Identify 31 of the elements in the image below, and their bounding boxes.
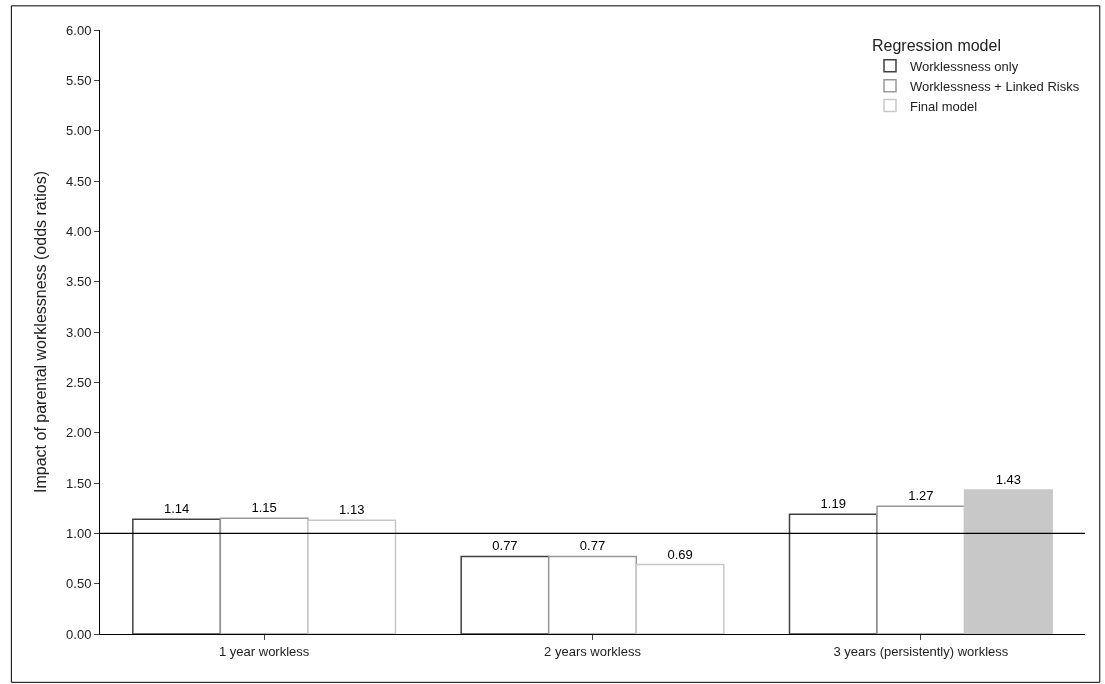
x-tick-label: 1 year workless: [219, 643, 310, 659]
y-tick-label: 4.00: [66, 223, 92, 239]
legend-title: Regression model: [872, 36, 1001, 54]
data-label: 1.27: [908, 488, 934, 504]
data-label: 1.14: [163, 501, 190, 517]
y-tick-label: 0.50: [66, 576, 92, 592]
y-tick-label: 4.50: [66, 173, 92, 189]
y-tick-label: 5.50: [66, 72, 92, 88]
y-tick-label: 3.00: [66, 324, 92, 340]
y-tick-label: 0.00: [66, 626, 92, 642]
legend-label: Worklessness + Linked Risks: [910, 78, 1080, 94]
data-label: 1.43: [995, 472, 1022, 488]
data-label: 0.77: [492, 538, 518, 554]
y-axis-title: Impact of parental worklessness (odds ratios): [31, 171, 49, 493]
data-label: 0.77: [579, 538, 606, 554]
y-tick-label: 3.50: [66, 274, 92, 290]
y-tick-label: 5.00: [66, 123, 92, 139]
y-tick-label: 6.00: [66, 22, 92, 38]
data-label: 1.13: [339, 502, 365, 518]
data-label: 1.19: [820, 496, 846, 512]
y-tick-label: 1.50: [66, 475, 92, 491]
bar: [963, 489, 1053, 634]
data-label: 1.15: [251, 500, 277, 516]
data-label: 0.69: [667, 546, 693, 562]
x-tick-label: 2 years workless: [544, 643, 642, 659]
x-tick-label: 3 years (persistently) workless: [833, 643, 1009, 659]
y-tick-label: 1.00: [66, 525, 92, 541]
legend-label: Worklessness only: [910, 58, 1019, 74]
y-tick-label: 2.00: [66, 425, 92, 441]
legend-label: Final model: [910, 98, 978, 114]
y-tick-label: 2.50: [66, 374, 92, 390]
